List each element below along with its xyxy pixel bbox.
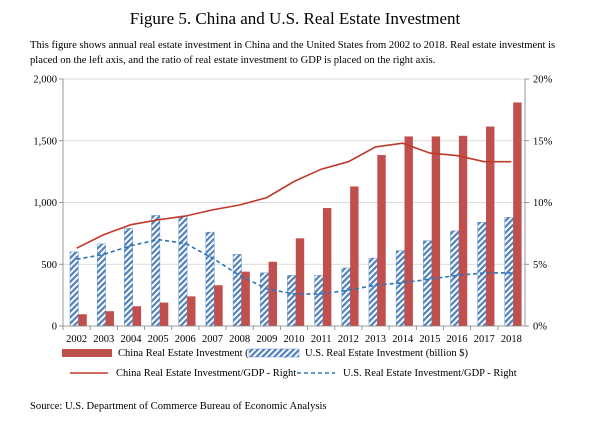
china-bar (513, 102, 522, 326)
legend-label: China Real Estate Investment/GDP - Right (116, 368, 296, 379)
right-tick-label: 10% (533, 198, 553, 209)
left-tick-label: 500 (41, 260, 57, 271)
right-tick-label: 15% (533, 136, 553, 147)
x-tick-label: 2013 (365, 334, 386, 345)
x-tick-label: 2007 (202, 334, 223, 345)
us-bar (477, 222, 487, 327)
china-bar (322, 208, 332, 326)
us-bar (124, 228, 133, 327)
china-gdp-line (76, 142, 512, 249)
china-bar (132, 306, 142, 326)
legend-swatch (248, 348, 300, 358)
bars (69, 102, 522, 327)
x-tick-label: 2009 (256, 334, 277, 345)
us-bar (69, 251, 79, 327)
china-bar (458, 135, 468, 326)
figure-title: Figure 5. China and U.S. Real Estate Inv… (129, 9, 461, 28)
x-tick-label: 2018 (501, 334, 522, 345)
us-bar (96, 243, 106, 327)
lines (76, 142, 512, 295)
left-tick-label: 1,500 (33, 136, 57, 147)
us-bar (232, 254, 242, 327)
us-bar (287, 275, 296, 327)
us-bar (178, 215, 188, 327)
us-bar (260, 272, 269, 327)
us-bar (504, 217, 514, 327)
china-bar (187, 296, 196, 326)
china-bar (159, 302, 169, 326)
x-tick-label: 2006 (175, 334, 196, 345)
china-bar (404, 136, 413, 326)
axes: 0 500 1,000 1,500 2,000 0% 5% 10% 15% 20% 2002 2003… (33, 75, 552, 346)
china-bar (214, 285, 223, 326)
china-bar (268, 261, 278, 326)
left-tick-label: 1,000 (33, 198, 57, 209)
legend-item: U.S. Real Estate Investment (billion $) (248, 348, 469, 359)
us-gdp-line (76, 238, 512, 295)
us-bar (450, 230, 460, 327)
china-bar (105, 311, 114, 326)
legend-label: China Real Estate Investment (billion $) (118, 348, 288, 359)
x-tick-label: 2004 (120, 334, 142, 345)
grid-lines (63, 78, 525, 265)
x-tick-label: 2011 (311, 334, 332, 345)
us-bar (205, 231, 215, 327)
us-bar (423, 240, 432, 327)
us-bar (341, 267, 351, 327)
us-bar (368, 257, 378, 327)
left-tick-label: 0 (52, 322, 57, 333)
x-tick-label: 2010 (284, 334, 305, 345)
x-tick-label: 2016 (447, 334, 468, 345)
china-bar (78, 314, 87, 326)
figure-description: This figure shows annual real estate inv… (30, 40, 556, 66)
source-note: Source: U.S. Department of Commerce Bure… (30, 401, 327, 412)
right-tick-label: 0% (533, 322, 547, 333)
us-bar (395, 250, 405, 327)
legend-label: U.S. Real Estate Investment/GDP - Right (343, 368, 517, 379)
legend-label: U.S. Real Estate Investment (billion $) (305, 348, 469, 359)
x-tick-label: 2012 (338, 334, 359, 345)
china-bar (295, 238, 305, 326)
right-tick-label: 20% (533, 75, 553, 86)
legend-item: U.S. Real Estate Investment/GDP - Right (297, 368, 517, 379)
us-bar (314, 275, 324, 327)
legend-item: China Real Estate Investment/GDP - Right (70, 368, 296, 379)
legend-swatch (62, 349, 112, 357)
x-tick-label: 2005 (148, 334, 169, 345)
china-bar (377, 154, 386, 326)
x-tick-label: 2008 (229, 334, 250, 345)
x-tick-label: 2015 (419, 334, 440, 345)
x-tick-label: 2003 (93, 334, 114, 345)
legend: China Real Estate Investment (billion $)… (62, 348, 517, 379)
left-tick-label: 2,000 (33, 75, 57, 86)
china-bar (241, 271, 250, 326)
china-bar (431, 136, 441, 326)
us-bar (151, 215, 161, 327)
x-tick-label: 2017 (474, 334, 495, 345)
x-tick-label: 2014 (392, 334, 414, 345)
china-bar (350, 186, 359, 326)
china-bar (486, 126, 495, 326)
legend-item: China Real Estate Investment (billion $) (62, 348, 288, 359)
x-tick-label: 2002 (66, 334, 87, 345)
right-tick-label: 5% (533, 260, 547, 271)
